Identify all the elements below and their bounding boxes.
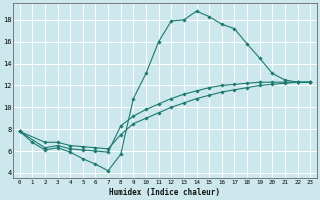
X-axis label: Humidex (Indice chaleur): Humidex (Indice chaleur) [109, 188, 220, 197]
